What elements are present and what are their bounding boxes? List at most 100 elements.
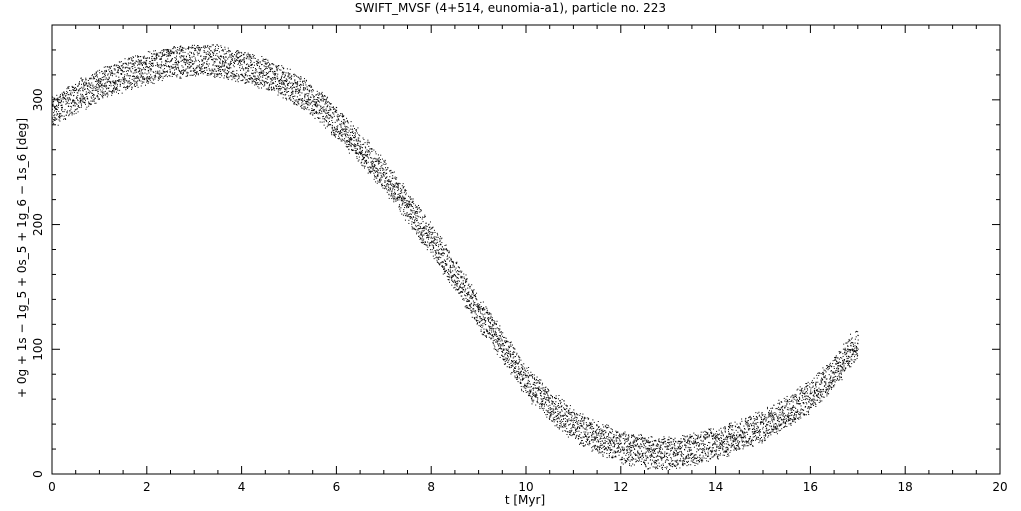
data-point xyxy=(554,416,556,418)
data-point xyxy=(189,74,191,76)
data-point xyxy=(299,94,301,96)
data-point xyxy=(310,113,312,115)
data-point xyxy=(520,370,522,372)
data-point xyxy=(490,317,492,319)
data-point xyxy=(358,145,360,147)
data-point xyxy=(485,312,487,314)
data-point xyxy=(463,276,465,278)
data-point xyxy=(166,49,168,51)
data-point xyxy=(534,387,536,389)
data-point xyxy=(344,138,346,140)
data-point xyxy=(409,197,411,199)
data-point xyxy=(379,160,381,162)
data-point xyxy=(93,94,95,96)
data-point xyxy=(462,291,464,293)
data-point xyxy=(487,317,489,319)
data-point xyxy=(494,334,496,336)
data-point xyxy=(547,395,549,397)
data-point xyxy=(402,200,404,202)
data-point xyxy=(102,84,104,86)
data-point xyxy=(522,386,524,388)
data-point xyxy=(127,86,129,88)
data-point xyxy=(404,219,406,221)
data-point xyxy=(257,83,259,85)
data-point xyxy=(457,289,459,291)
data-point xyxy=(522,366,524,368)
data-point xyxy=(438,248,440,250)
data-point xyxy=(265,68,267,70)
data-point xyxy=(599,433,601,435)
data-point xyxy=(470,305,472,307)
data-point xyxy=(206,73,208,75)
data-point xyxy=(239,56,241,58)
data-point xyxy=(512,357,514,359)
data-point xyxy=(140,59,142,61)
data-point xyxy=(74,100,76,102)
data-point xyxy=(192,74,194,76)
data-point xyxy=(123,71,125,73)
data-point xyxy=(82,97,84,99)
data-point xyxy=(133,64,135,66)
data-point xyxy=(203,56,205,58)
data-point xyxy=(283,94,285,96)
data-points xyxy=(52,44,859,470)
data-point xyxy=(129,58,131,60)
data-point xyxy=(331,117,333,119)
data-point xyxy=(175,68,177,70)
data-point xyxy=(418,228,420,230)
data-point xyxy=(406,203,408,205)
data-point xyxy=(294,95,296,97)
data-point xyxy=(502,345,504,347)
data-point xyxy=(290,95,292,97)
data-point xyxy=(478,308,480,310)
data-point xyxy=(498,329,500,331)
data-point xyxy=(570,420,572,422)
data-point xyxy=(350,139,352,141)
data-point xyxy=(107,66,109,68)
data-point xyxy=(62,111,64,113)
data-point xyxy=(454,279,456,281)
data-point xyxy=(81,93,83,95)
data-point xyxy=(330,114,332,116)
data-point xyxy=(324,109,326,111)
data-point xyxy=(145,62,147,64)
data-point xyxy=(234,63,236,65)
data-point xyxy=(409,213,411,215)
data-point xyxy=(362,144,364,146)
data-point xyxy=(231,58,233,60)
data-point xyxy=(388,188,390,190)
data-point xyxy=(135,81,137,83)
data-point xyxy=(489,326,491,328)
data-point xyxy=(68,105,70,107)
data-point xyxy=(295,86,297,88)
data-point xyxy=(512,352,514,354)
data-point xyxy=(232,73,234,75)
data-point xyxy=(303,88,305,90)
data-point xyxy=(60,102,62,104)
data-point xyxy=(91,87,93,89)
data-point xyxy=(474,318,476,320)
data-point xyxy=(246,75,248,77)
data-point xyxy=(201,68,203,70)
data-point xyxy=(258,67,260,69)
data-point xyxy=(433,240,435,242)
data-point xyxy=(58,110,60,112)
data-point xyxy=(598,426,600,428)
data-point xyxy=(282,91,284,93)
data-point xyxy=(506,360,508,362)
data-point xyxy=(68,115,70,117)
data-point xyxy=(189,62,191,64)
data-point xyxy=(298,99,300,101)
data-point xyxy=(149,77,151,79)
data-point xyxy=(548,411,550,413)
data-point xyxy=(482,314,484,316)
data-point xyxy=(214,50,216,52)
data-point xyxy=(156,52,158,54)
data-point xyxy=(183,69,185,71)
data-point xyxy=(373,172,375,174)
data-point xyxy=(165,59,167,61)
data-point xyxy=(77,100,79,102)
data-point xyxy=(306,103,308,105)
data-point xyxy=(343,115,345,117)
data-point xyxy=(295,90,297,92)
